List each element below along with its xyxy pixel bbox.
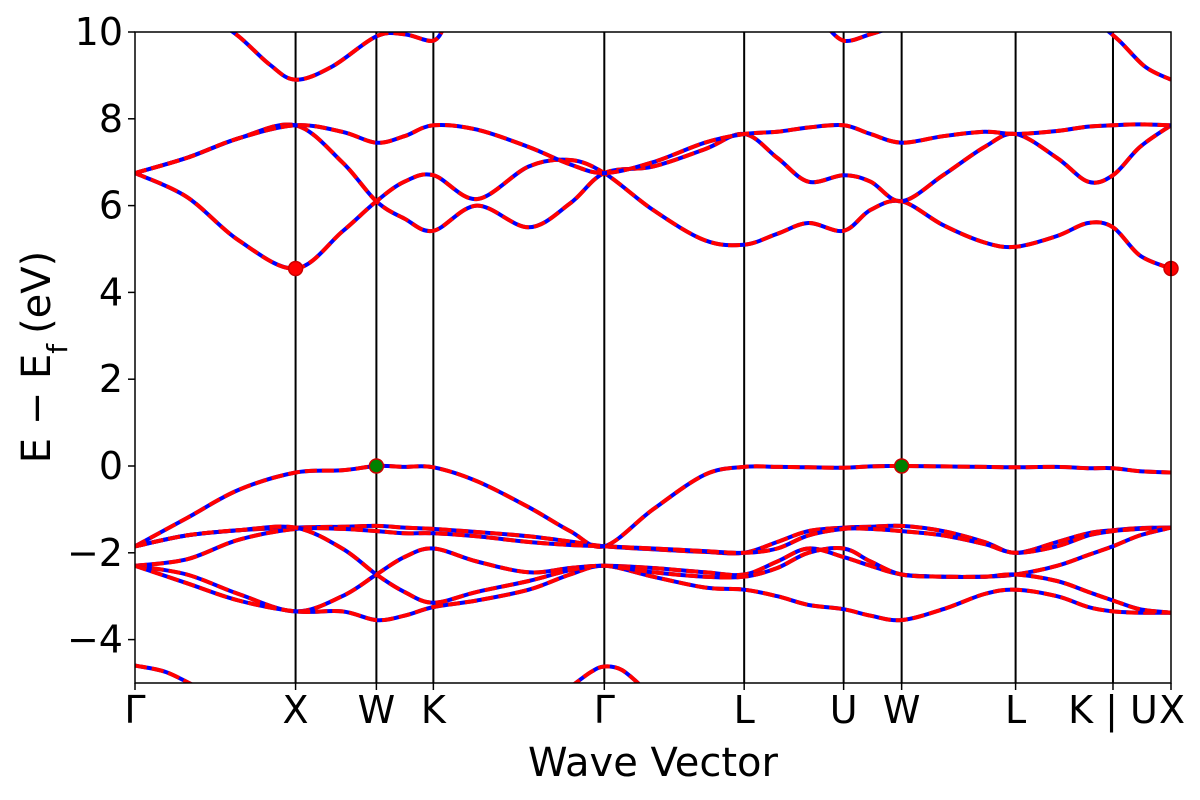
band-line-dashed bbox=[572, 664, 641, 683]
band-line-dashed bbox=[135, 525, 1171, 568]
y-axis-label-unit: (eV) bbox=[14, 251, 60, 334]
x-tick-label: K | U bbox=[1068, 688, 1158, 733]
band-line-dashed bbox=[135, 523, 1171, 556]
y-tick-label: 10 bbox=[75, 10, 123, 54]
band-line-dashed bbox=[229, 32, 444, 82]
x-tick-label: X bbox=[283, 688, 309, 732]
x-tick-label: L bbox=[734, 688, 755, 732]
y-tick-label: −2 bbox=[67, 531, 123, 575]
x-axis-label: Wave Vector bbox=[528, 740, 779, 786]
band-line-solid bbox=[229, 32, 444, 82]
band-line-dashed bbox=[135, 525, 1171, 614]
y-tick-label: 4 bbox=[99, 270, 123, 314]
band-line-dashed bbox=[135, 663, 194, 683]
x-tick-label: W bbox=[883, 688, 921, 732]
y-tick-label: −4 bbox=[67, 618, 123, 662]
band-line-dashed bbox=[135, 157, 1171, 271]
band-curves bbox=[135, 32, 1171, 683]
band-line-dashed bbox=[135, 463, 1171, 549]
extremum-markers bbox=[287, 260, 1179, 474]
x-tick-label: U bbox=[830, 688, 858, 732]
y-tick-label: 8 bbox=[99, 97, 123, 141]
vbm-marker bbox=[893, 458, 910, 474]
y-axis-label-subscript: f bbox=[41, 343, 74, 354]
band-line-dashed bbox=[829, 32, 885, 44]
vbm-marker bbox=[368, 458, 385, 474]
high-symmetry-lines bbox=[294, 32, 1114, 683]
band-line-dashed bbox=[1106, 32, 1171, 82]
plot-frame bbox=[134, 31, 1172, 684]
x-tick-label: L bbox=[1005, 688, 1026, 732]
x-tick-label: Γ bbox=[124, 688, 145, 732]
y-tick-label: 6 bbox=[99, 184, 123, 228]
band-line-dashed bbox=[135, 563, 1171, 623]
cbm-marker bbox=[287, 260, 304, 277]
band-line-dashed bbox=[135, 122, 1171, 176]
band-line-dashed bbox=[135, 524, 1171, 615]
x-tick-label: X bbox=[1159, 688, 1185, 732]
y-axis-label-main: E − E bbox=[14, 354, 60, 464]
y-tick-label: 0 bbox=[99, 444, 123, 488]
x-tick-label: W bbox=[358, 688, 396, 732]
x-tick-label: K bbox=[421, 688, 447, 732]
x-tick-label: Γ bbox=[594, 688, 615, 732]
y-tick-label: 2 bbox=[99, 357, 123, 401]
y-axis-label: E − Ef (eV) bbox=[14, 251, 74, 464]
band-line-dashed bbox=[135, 122, 1171, 234]
y-axis-ticks: −4 −2 0 2 4 6 8 10 bbox=[67, 10, 135, 662]
